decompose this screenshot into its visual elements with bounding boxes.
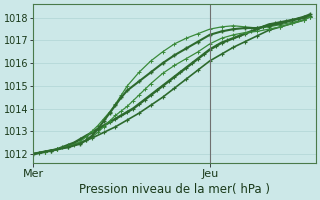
X-axis label: Pression niveau de la mer( hPa ): Pression niveau de la mer( hPa ) xyxy=(79,183,270,196)
